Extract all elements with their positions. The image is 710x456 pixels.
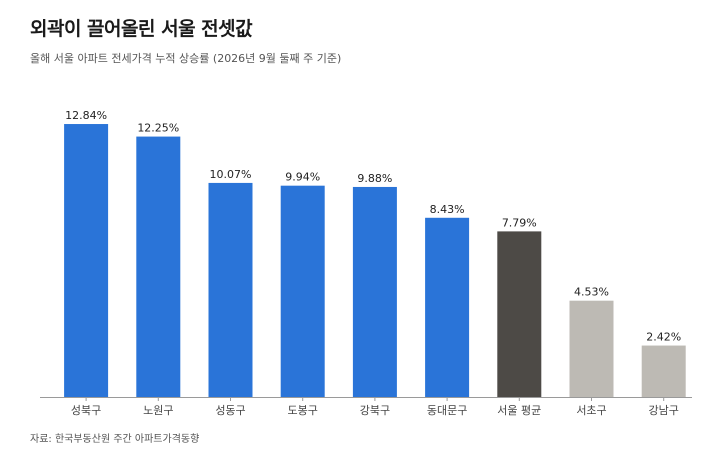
bar-1 <box>136 136 181 397</box>
category-label-5: 동대문구 <box>427 404 467 417</box>
value-label-0: 12.84% <box>65 109 107 122</box>
value-label-1: 12.25% <box>137 122 179 135</box>
value-label-4: 9.88% <box>357 172 392 185</box>
value-label-3: 9.94% <box>285 171 320 184</box>
chart-title: 외곽이 끌어올린 서울 전셋값 <box>30 18 253 40</box>
category-label-1: 노원구 <box>143 404 173 417</box>
chart-subtitle: 올해 서울 아파트 전세가격 누적 상승률 (2026년 9월 둘째 주 기준) <box>30 52 342 65</box>
bar-4 <box>352 186 397 397</box>
category-label-4: 강북구 <box>360 404 390 417</box>
value-label-5: 8.43% <box>430 203 465 216</box>
source-note: 자료: 한국부동산원 주간 아파트가격동향 <box>30 434 200 445</box>
value-label-6: 7.79% <box>502 216 537 229</box>
bar-0 <box>64 124 109 397</box>
value-label-2: 10.07% <box>210 168 252 181</box>
category-label-8: 강남구 <box>649 404 679 417</box>
value-label-8: 2.42% <box>646 331 681 344</box>
category-label-0: 성북구 <box>71 404 101 417</box>
category-label-7: 서초구 <box>576 404 606 417</box>
bar-7 <box>569 300 614 397</box>
bar-3 <box>280 185 325 397</box>
bar-5 <box>425 217 470 397</box>
category-label-3: 도봉구 <box>288 404 318 417</box>
bar-8 <box>641 345 686 397</box>
value-label-7: 4.53% <box>574 286 609 299</box>
category-label-6: 서울 평균 <box>497 404 541 417</box>
bar-2 <box>208 182 253 397</box>
bar-6 <box>497 231 542 397</box>
category-label-2: 성동구 <box>215 404 245 417</box>
